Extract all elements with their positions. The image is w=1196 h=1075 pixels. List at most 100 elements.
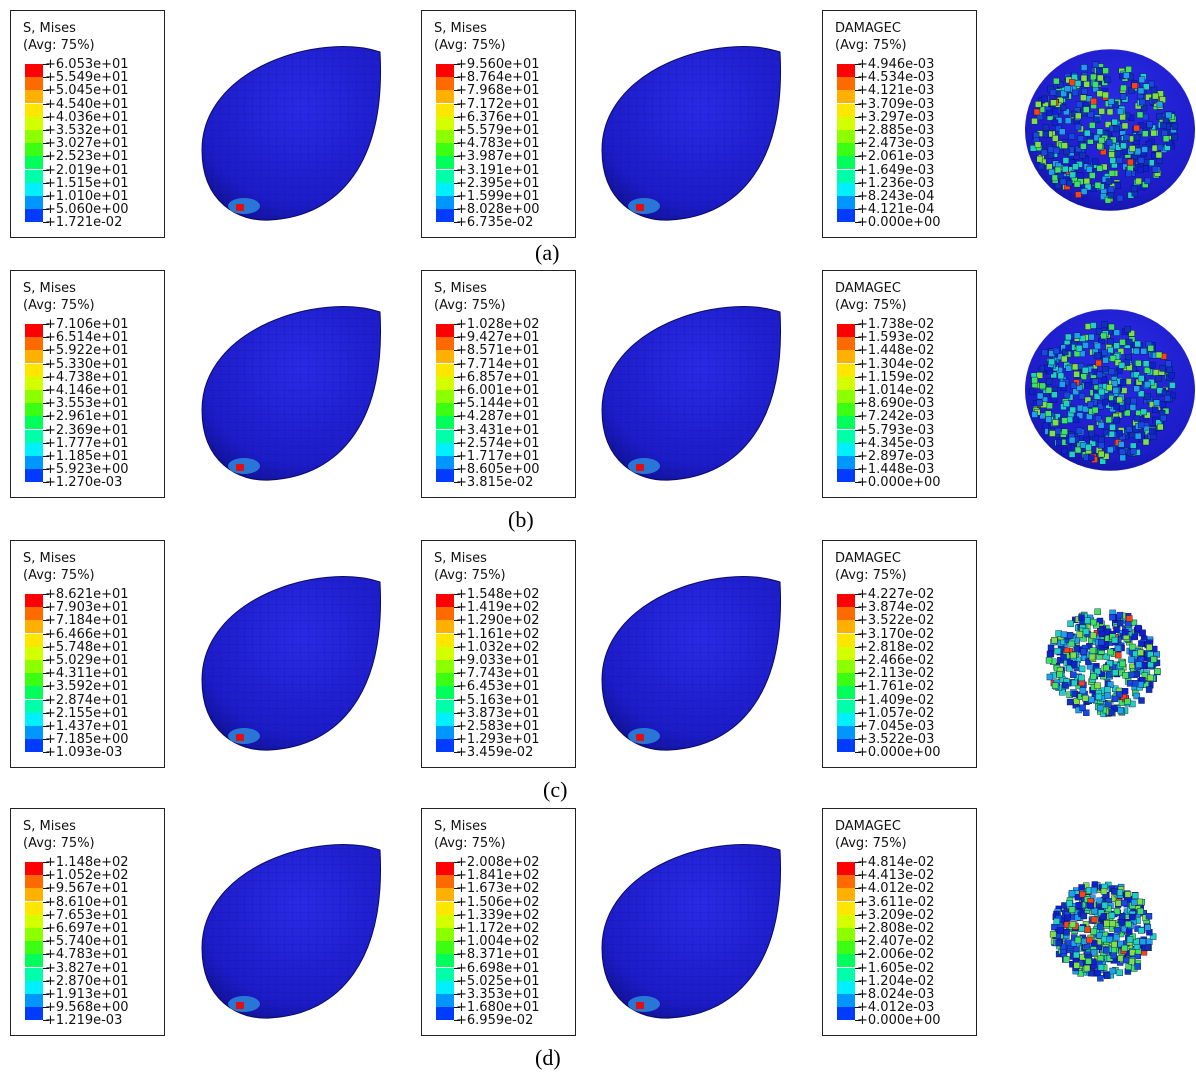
damage-element: [1134, 134, 1140, 140]
damage-element: [1074, 962, 1080, 968]
color-band: [25, 443, 43, 456]
damage-element: [1138, 682, 1144, 688]
damage-element: [1126, 171, 1132, 177]
legend-box: S, Mises(Avg: 75%)+9.560e+01+8.764e+01+7…: [421, 10, 576, 238]
color-band: [837, 915, 855, 928]
damage-cluster: [1046, 609, 1160, 717]
legend-subtitle: (Avg: 75%): [434, 836, 506, 851]
damage-element: [1097, 372, 1103, 378]
specimen: [602, 845, 781, 1019]
legend-title: S, Mises: [23, 281, 76, 296]
color-band: [25, 739, 43, 752]
specimen: [202, 577, 381, 751]
color-band: [25, 673, 43, 686]
damage-element: [1090, 633, 1096, 639]
color-band: [25, 968, 43, 981]
damage-element: [1127, 159, 1133, 165]
legend-value: +1.593e-02: [857, 331, 934, 344]
color-band: [436, 90, 454, 103]
color-band: [837, 981, 855, 994]
damage-element: [1131, 398, 1137, 404]
damage-element: [1106, 385, 1112, 391]
legend-subtitle: (Avg: 75%): [23, 836, 95, 851]
color-band: [436, 700, 454, 713]
damage-element: [1151, 130, 1157, 136]
color-band: [25, 902, 43, 915]
color-band: [436, 862, 454, 875]
damage-element: [1149, 428, 1155, 434]
damage-element: [1097, 129, 1103, 135]
damage-element: [1070, 172, 1076, 178]
damage-element: [1047, 674, 1053, 680]
damage-element: [1057, 928, 1063, 934]
damage-element: [1104, 687, 1110, 693]
legend-value: +8.571e+01: [456, 344, 540, 357]
color-band: [436, 981, 454, 994]
legend-value: +6.001e+01: [456, 384, 540, 397]
damage-element: [1072, 90, 1078, 96]
legend-value: +8.605e+00: [456, 463, 540, 476]
damage-element: [1098, 442, 1104, 448]
damage-element: [1138, 908, 1144, 914]
color-band: [25, 607, 43, 620]
color-band: [25, 620, 43, 633]
damage-element: [1061, 356, 1067, 362]
color-band: [25, 647, 43, 660]
damage-element: [1122, 629, 1128, 635]
color-band: [25, 954, 43, 967]
damage-element: [1129, 672, 1135, 678]
legend-value: +7.242e-03: [857, 410, 934, 423]
legend-value: +5.748e+01: [45, 641, 129, 654]
damage-element: [1146, 913, 1152, 919]
damage-element: [1135, 148, 1141, 154]
color-band: [837, 647, 855, 660]
damage-element: [1047, 651, 1053, 657]
damage-element: [1129, 914, 1135, 920]
color-band: [25, 994, 43, 1007]
legend-value: +0.000e+00: [857, 746, 941, 759]
color-band: [436, 196, 454, 209]
color-band: [436, 324, 454, 337]
color-band: [837, 928, 855, 941]
damage-element: [1034, 109, 1040, 115]
stress-peak: [236, 204, 244, 211]
color-band: [837, 673, 855, 686]
damage-element: [1071, 680, 1077, 686]
damage-element: [1069, 437, 1075, 443]
damage-element: [1088, 401, 1094, 407]
damage-element: [1130, 405, 1136, 411]
color-band: [25, 634, 43, 647]
damage-element: [1151, 656, 1157, 662]
damage-element: [1130, 443, 1136, 449]
legend-value: +0.000e+00: [857, 476, 941, 489]
color-band: [436, 647, 454, 660]
damage-element: [1105, 702, 1111, 708]
color-band: [25, 183, 43, 196]
damage-element: [1138, 157, 1144, 163]
damage-element: [1108, 98, 1114, 104]
damage-element: [1121, 143, 1127, 149]
legend-value: +2.395e+01: [456, 177, 540, 190]
legend-value: +3.459e-02: [456, 746, 533, 759]
color-band: [436, 104, 454, 117]
color-band: [436, 364, 454, 377]
color-band: [837, 104, 855, 117]
damage-element: [1147, 122, 1153, 128]
legend-title: S, Mises: [23, 819, 76, 834]
color-band: [436, 673, 454, 686]
legend-value: +3.027e+01: [45, 137, 129, 150]
legend-value: +2.808e-02: [857, 922, 934, 935]
legend-value: +2.583e+01: [456, 720, 540, 733]
damage-element: [1085, 324, 1091, 330]
legend-value: +1.219e-03: [45, 1014, 122, 1027]
specimen: [602, 577, 781, 751]
damage-element: [1110, 158, 1116, 164]
damage-cluster: [1025, 49, 1195, 211]
legend-value: +4.227e-02: [857, 588, 934, 601]
damage-element: [1167, 367, 1173, 373]
color-band: [25, 143, 43, 156]
legend-value: +1.032e+02: [456, 641, 540, 654]
damage-element: [1032, 118, 1038, 124]
damage-element: [1086, 958, 1092, 964]
color-band: [25, 430, 43, 443]
